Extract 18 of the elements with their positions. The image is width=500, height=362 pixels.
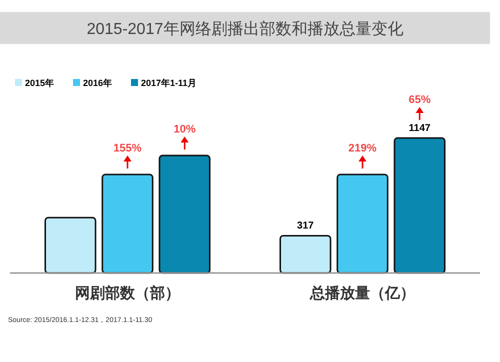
legend-label: 2016年 [83, 78, 112, 88]
bar [336, 174, 388, 274]
legend-label: 2017年1-11月 [141, 78, 197, 88]
x-tick-label: 总播放量（亿） [309, 285, 415, 302]
data-label: 317 [297, 220, 314, 232]
text: 10% [174, 124, 196, 136]
legend-label: 2015年 [25, 78, 54, 88]
bar [102, 174, 154, 274]
bar [44, 216, 96, 274]
bar [158, 154, 210, 274]
annotation: 155% [113, 142, 142, 154]
annotation: 219% [348, 142, 377, 154]
x-tick-label: 网剧部数（部） [75, 284, 180, 302]
chart-title: 2015-2017年网络剧播出部数和播放总量变化 [86, 20, 404, 38]
data-label: 1147 [408, 123, 431, 134]
bar [394, 137, 446, 274]
bar [280, 234, 332, 274]
text: 65% [408, 94, 431, 106]
